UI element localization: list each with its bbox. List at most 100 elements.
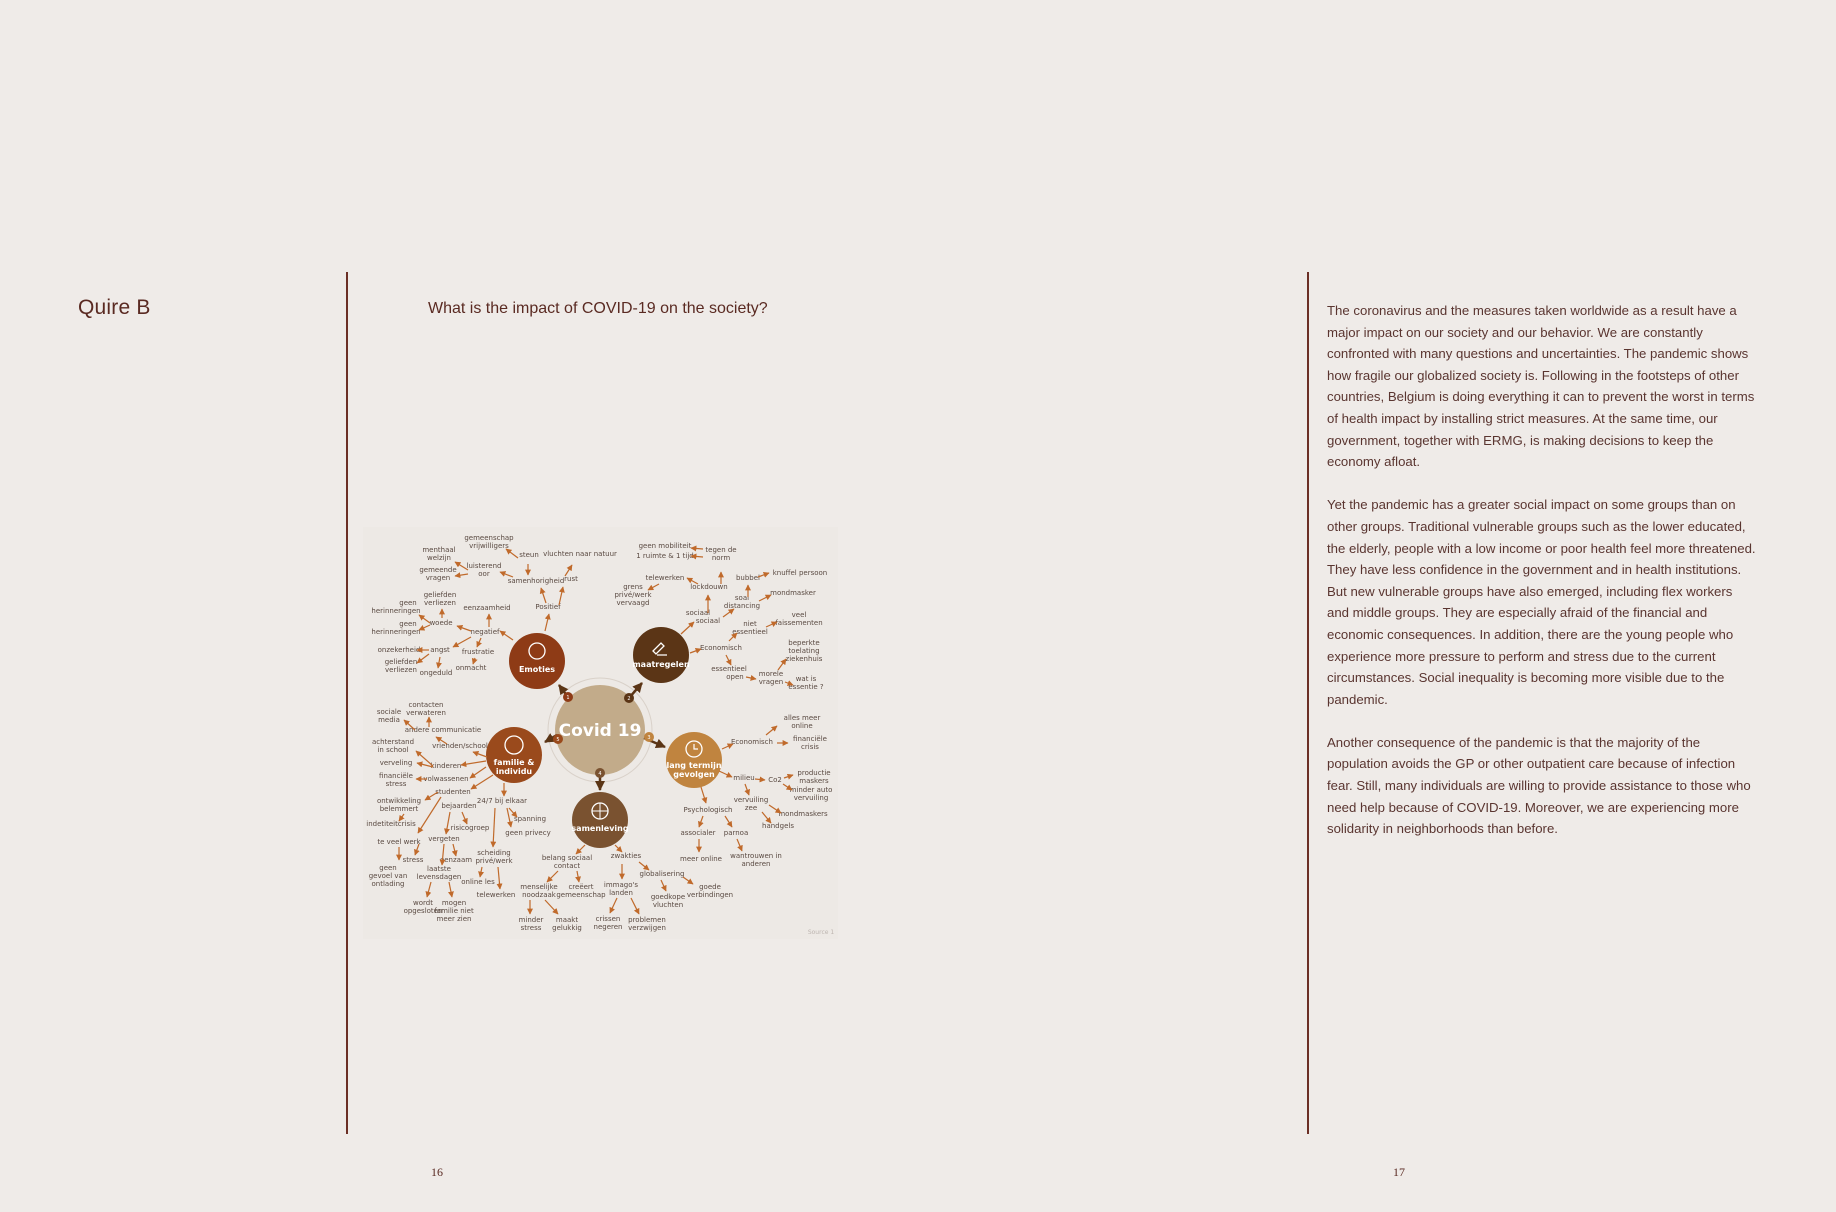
arrow-laatste-wordt	[425, 881, 432, 898]
hub-maatregelen-label: maatregelen	[632, 660, 690, 669]
label-kinderen: kinderen	[431, 762, 462, 770]
label-vragen: vragen	[426, 574, 451, 582]
label-veel: veel	[792, 611, 807, 619]
arrow-vergeten-laatste	[439, 843, 446, 866]
label-essentieel-1: essentieel	[732, 628, 768, 636]
label-welzijn: welzijn	[427, 554, 451, 562]
label-bij-elkaar: 24/7 bij elkaar	[477, 797, 527, 805]
paragraph-3: Another consequence of the pandemic is t…	[1327, 734, 1751, 837]
label-opgesloten: opgesloten	[404, 907, 443, 915]
label-wat-is: wat is	[796, 675, 817, 683]
label-meer-zien: meer zien	[437, 915, 472, 923]
arrow-laatste-mogen	[447, 881, 454, 898]
arrow-frustratie-onmacht	[471, 657, 478, 665]
label-verliezen-1: verliezen	[424, 599, 456, 607]
arrow-hub-eco	[689, 648, 702, 654]
page-number-right: 17	[1393, 1165, 1405, 1179]
label-stress-3: stress	[521, 924, 542, 932]
arrow-oor	[499, 571, 514, 578]
page-number-left: 16	[431, 1165, 443, 1179]
hub-samenleving	[572, 792, 628, 848]
label-grens: grens	[623, 583, 643, 591]
badge-1-label: 1	[566, 695, 569, 701]
label-essentie: essentie ?	[788, 683, 824, 691]
badge-5	[553, 734, 563, 744]
label-belang-sociaal: belang sociaal	[542, 854, 592, 862]
label-verveling: verveling	[380, 759, 413, 767]
badge-1	[563, 692, 573, 702]
arrow-emoties-negatief	[499, 630, 514, 641]
label-economisch-1: Economisch	[700, 644, 742, 652]
arrow-ontw-identiteit	[398, 813, 405, 822]
label-negatief: negatief	[471, 628, 500, 636]
label-eenzaam: eenzaam	[440, 856, 472, 864]
arrow-vergeten-eenzaam	[451, 843, 458, 857]
arrow-positief-rust	[558, 586, 565, 606]
label-minder: minder	[519, 916, 544, 924]
label-gemeenschap-2: gemeenschap	[556, 891, 606, 899]
label-mondmasker: mondmasker	[770, 589, 816, 597]
arrow-global-goede	[682, 876, 694, 885]
label-belemmert: belemmert	[380, 805, 419, 813]
arrow-hub-belang	[575, 844, 586, 855]
paragraph-1: The coronavirus and the measures taken w…	[1327, 303, 1755, 470]
label-wordt: wordt	[413, 899, 433, 907]
hub-lang-termijn	[666, 732, 722, 788]
arrow-hub-studenten	[470, 774, 494, 790]
label-maakt: maakt	[556, 916, 578, 924]
arrow-bejaarden-vergeten	[444, 811, 451, 835]
arrow-luisterend	[454, 561, 469, 571]
label-co2: Co2	[768, 776, 782, 784]
arrow-eco-essentieel	[725, 654, 732, 666]
clock-hands-icon	[693, 744, 698, 750]
label-mondmaskers: mondmaskers	[778, 810, 828, 818]
label-ontwikkeling: ontwikkeling	[377, 797, 421, 805]
arrow-negatief-frustratie	[476, 637, 482, 648]
label-problemen: problemen	[628, 916, 666, 924]
badge-5-label: 5	[556, 737, 559, 743]
arrow-hub-psycho	[700, 786, 708, 804]
label-herinneringen-2: herinneringen	[371, 628, 420, 636]
arrow-andere-sociale	[403, 719, 416, 731]
label-negeren: negeren	[594, 923, 623, 931]
label-menthaal: menthaal	[422, 546, 455, 554]
label-niet: niet	[743, 620, 757, 628]
label-vragen-2: vragen	[759, 678, 784, 686]
arrow-open-morele	[745, 674, 757, 681]
label-volwassenen: volwassenen	[423, 775, 468, 783]
arrow-woede-geen1	[418, 614, 431, 624]
label-geen-3: geen	[379, 864, 397, 872]
label-onzekerheid: onzekerheid	[378, 646, 421, 654]
label-steun: steun	[519, 551, 539, 559]
label-sociale: sociale	[377, 708, 401, 716]
label-soal: soal	[735, 594, 749, 602]
label-lockdouwn: lockdouwn	[690, 583, 727, 591]
arrow-bijelkaar-privacy	[506, 807, 513, 828]
badge-4-label: 4	[598, 771, 601, 777]
article-body: The coronavirus and the measures taken w…	[1327, 300, 1757, 861]
label-toelating: toelating	[788, 647, 819, 655]
arrow-eco-alles	[765, 725, 778, 736]
arrow-bejaarden-risico	[461, 811, 468, 825]
clock-icon	[685, 740, 703, 758]
label-contacten: contacten	[409, 701, 444, 709]
label-productie: productie	[797, 769, 830, 777]
label-ongeduld: ongeduld	[420, 669, 453, 677]
label-knuffel: knuffel persoon	[773, 569, 828, 577]
arrow-steun-gemeenschap	[505, 548, 519, 559]
label-online-les: online les	[461, 878, 495, 886]
arrow-woede-geen2	[418, 624, 431, 631]
gavel-icon	[652, 642, 667, 656]
label-minder-auto: minder auto	[790, 786, 833, 794]
label-crisis: crisis	[801, 743, 819, 751]
hub-lang-label-2: gevolgen	[673, 770, 715, 779]
label-bejaarden: bejaarden	[441, 802, 476, 810]
label-noodzaak: noodzaak	[522, 891, 557, 899]
label-ontlading: ontlading	[372, 880, 405, 888]
label-stress-2: stress	[403, 856, 424, 864]
label-vervaagd: vervaagd	[617, 599, 650, 607]
arrow-eco-niet	[728, 632, 738, 642]
arrow-kinderen-achterstand	[415, 750, 434, 767]
label-geliefden-2: geliefden	[385, 658, 418, 666]
